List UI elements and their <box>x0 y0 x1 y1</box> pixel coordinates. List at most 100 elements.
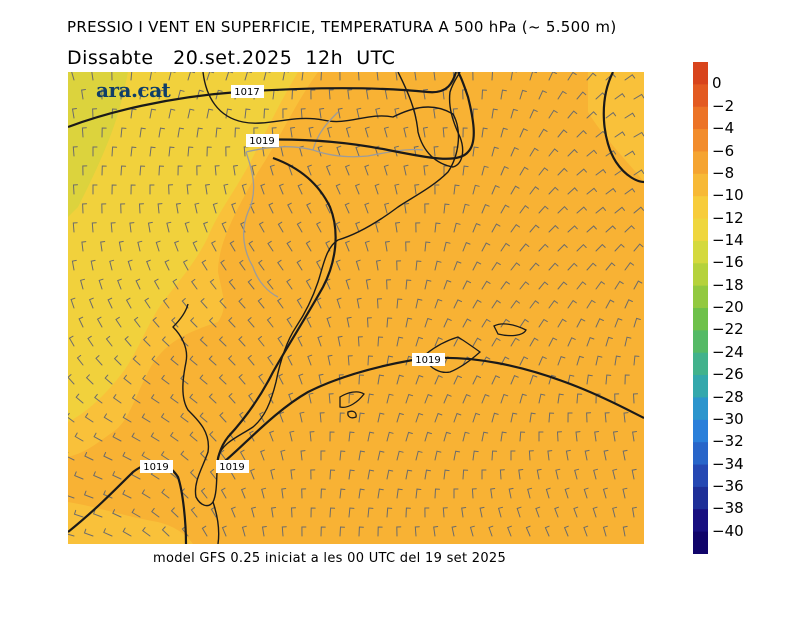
wind-barb <box>415 222 421 233</box>
wind-barb <box>404 203 410 214</box>
wind-barb <box>614 317 623 328</box>
wind-barb <box>174 240 179 252</box>
wind-barb <box>297 335 303 347</box>
wind-barb <box>605 225 616 233</box>
wind-barb <box>355 221 360 233</box>
wind-barb <box>434 488 440 499</box>
wind-barb <box>576 129 587 138</box>
wind-barb <box>424 393 433 404</box>
wind-barb <box>124 336 132 347</box>
wind-barb <box>104 374 113 385</box>
wind-barb <box>367 431 375 442</box>
wind-barb <box>328 89 334 100</box>
wind-barb <box>584 449 590 461</box>
wind-barb <box>548 109 558 119</box>
wind-barb <box>573 506 579 518</box>
wind-barb <box>209 279 217 290</box>
wind-barb <box>149 72 157 81</box>
wind-barb <box>605 150 617 157</box>
colorbar-segment <box>693 129 708 153</box>
wind-barb <box>567 148 578 157</box>
wind-barb <box>433 146 439 157</box>
wind-barb <box>141 413 151 423</box>
wind-barb <box>88 297 94 309</box>
wind-barb <box>415 260 422 271</box>
wind-barb <box>307 354 313 366</box>
wind-barb <box>462 318 472 328</box>
wind-barb <box>355 145 361 157</box>
wind-barb <box>71 259 77 271</box>
wind-barb <box>247 355 255 366</box>
colorbar-label: −28 <box>712 387 744 406</box>
wind-barb <box>605 262 616 271</box>
wind-barb <box>147 221 153 233</box>
wind-barb <box>633 355 640 366</box>
wind-barb <box>355 259 361 271</box>
wind-barb <box>149 184 155 195</box>
wind-barb <box>624 225 635 233</box>
wind-barb <box>433 72 436 81</box>
wind-barb <box>160 451 170 461</box>
colorbar-label: −38 <box>712 499 744 518</box>
wind-barb <box>575 431 581 442</box>
wind-barb <box>241 525 247 537</box>
wind-barb <box>305 278 312 290</box>
wind-barb <box>286 278 293 290</box>
wind-barb <box>316 297 322 309</box>
wind-barb <box>565 449 571 461</box>
wind-barb <box>472 299 482 309</box>
colorbar-segment <box>693 509 708 533</box>
wind-barb <box>500 281 510 290</box>
colorbar-label: −24 <box>712 342 744 361</box>
wind-barb <box>225 146 231 157</box>
colorbar-label: −10 <box>712 186 744 205</box>
wind-barb <box>472 375 481 385</box>
wind-barb <box>211 240 217 252</box>
wind-barb <box>548 412 555 423</box>
colorbar-segment <box>693 486 708 510</box>
wind-barb <box>386 317 393 328</box>
wind-barb <box>375 107 381 119</box>
wind-barb <box>142 374 151 385</box>
wind-barb <box>196 127 203 138</box>
wind-barb <box>85 374 94 385</box>
wind-barb <box>263 108 269 119</box>
colorbar-segment <box>693 106 708 130</box>
wind-barb <box>266 316 274 328</box>
wind-barb <box>622 525 628 537</box>
wind-barb <box>453 488 459 499</box>
wind-barb <box>424 317 433 328</box>
wind-barb <box>335 259 341 271</box>
wind-barb <box>318 373 324 385</box>
wind-barb <box>199 336 208 347</box>
wind-barb <box>383 126 389 138</box>
wind-barb <box>316 221 322 233</box>
wind-barb <box>497 506 503 518</box>
isobar-east <box>602 72 644 184</box>
wind-barb <box>357 72 360 81</box>
wind-barb <box>472 72 474 81</box>
colorbar-segment <box>693 352 708 376</box>
wind-barb <box>386 507 393 518</box>
wind-barb <box>535 506 541 518</box>
wind-barb <box>491 108 498 119</box>
wind-barb <box>529 300 540 309</box>
wind-barb <box>233 165 238 176</box>
wind-barb <box>396 260 402 271</box>
wind-barb <box>248 392 255 404</box>
wind-barb <box>377 488 384 499</box>
wind-barb <box>344 240 350 252</box>
wind-barb <box>510 412 518 423</box>
wind-barb <box>415 412 424 423</box>
wind-barb <box>623 412 629 423</box>
wind-barb <box>491 185 500 195</box>
wind-barb <box>200 487 208 499</box>
isobar-label: 1017 <box>234 87 259 98</box>
wind-barb <box>481 280 491 290</box>
isobar-1019-coast <box>216 156 337 468</box>
wind-barb <box>424 279 432 290</box>
wind-barb <box>415 336 423 347</box>
wind-barb <box>317 335 323 347</box>
wind-barb <box>112 471 122 480</box>
wind-barb <box>214 165 220 176</box>
